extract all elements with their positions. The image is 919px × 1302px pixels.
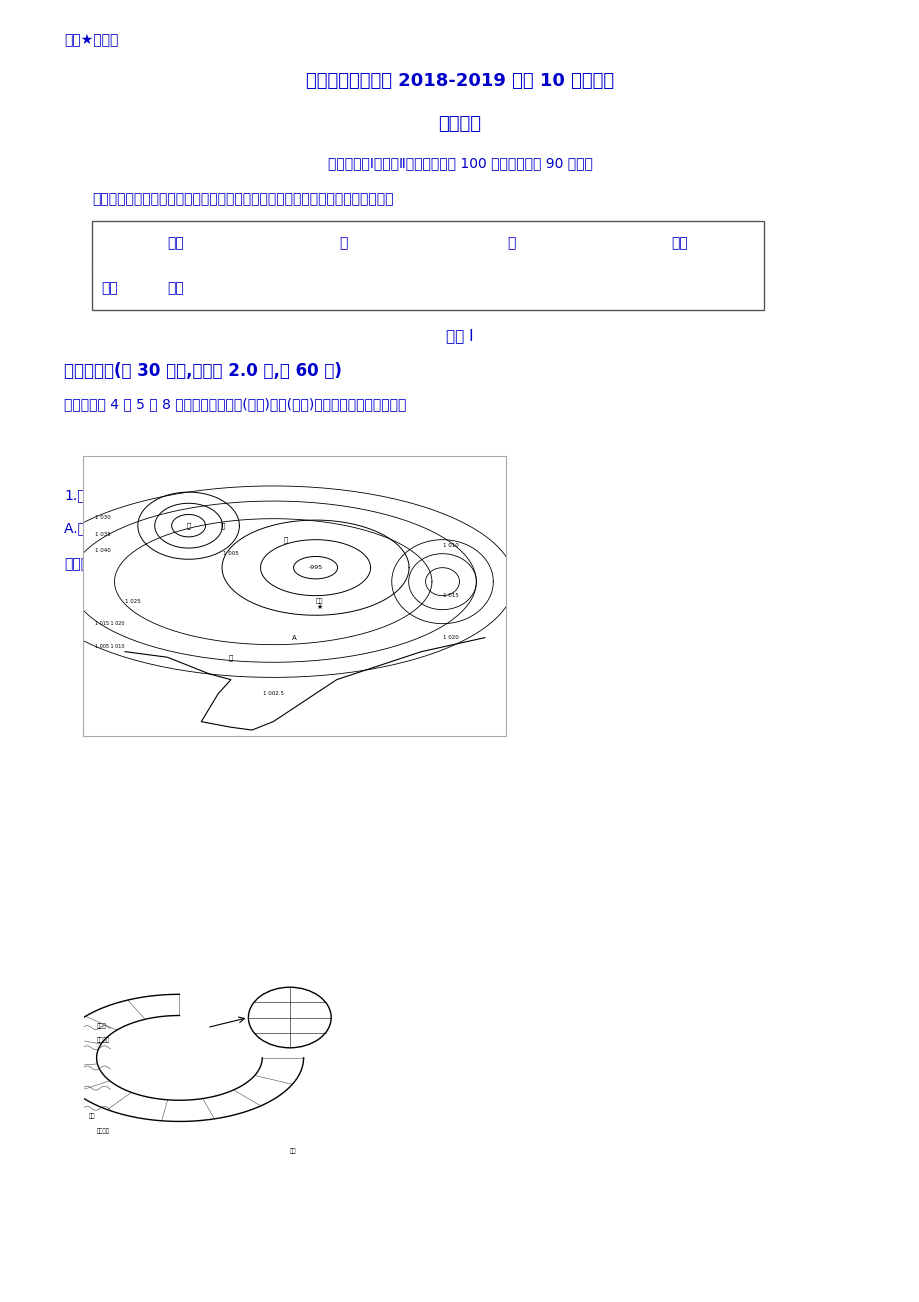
Text: 1 005 1 010: 1 005 1 010 (96, 643, 125, 648)
Text: 内: 内 (187, 522, 190, 529)
Text: 二: 二 (507, 237, 516, 250)
Text: 高一地理: 高一地理 (438, 115, 481, 133)
Text: 1.此时，北京的风向为（　　）: 1.此时，北京的风向为（ ） (64, 488, 187, 503)
Text: A: A (291, 634, 297, 641)
Text: 1 020: 1 020 (442, 635, 458, 641)
Text: 1 005: 1 005 (222, 551, 239, 556)
Text: 下面为某年 4 月 5 日 8 时世界海平面气压(百底)分布(局部)图，读图回答以下三题。: 下面为某年 4 月 5 日 8 时世界海平面气压(百底)分布(局部)图，读图回答… (64, 397, 406, 411)
Text: 1 030: 1 030 (96, 514, 111, 519)
Text: 日光: 日光 (88, 1113, 95, 1120)
Text: 一: 一 (339, 237, 347, 250)
Text: 北京: 北京 (316, 599, 323, 604)
Text: A.　偏北风 B.　偏南风 C.　偏西风 D.　偏东风: A. 偏北风 B. 偏南风 C. 偏西风 D. 偏东风 (64, 521, 268, 535)
Text: 总分: 总分 (671, 237, 687, 250)
Text: 太阳电池: 太阳电池 (96, 1038, 109, 1043)
Text: 太阳电池: 太阳电池 (96, 1128, 109, 1134)
Text: 微波束: 微波束 (96, 1023, 107, 1029)
Text: 1 040: 1 040 (96, 548, 111, 553)
Text: -995: -995 (308, 565, 323, 570)
Text: 文山州文山县民中 2018-2019 学年 10 月份考试: 文山州文山县民中 2018-2019 学年 10 月份考试 (306, 72, 613, 90)
Text: 题号: 题号 (167, 237, 184, 250)
Text: 读下图，完成以下两题。: 读下图，完成以下两题。 (64, 557, 156, 572)
Text: 1 035: 1 035 (96, 531, 111, 536)
Text: 1 002.5: 1 002.5 (263, 691, 283, 697)
Text: 1 025: 1 025 (125, 599, 141, 604)
Text: 分卷 I: 分卷 I (446, 328, 473, 344)
Text: 学校：　　　　　　姓名：　　　　　　班级：　　　　　　考号：: 学校： 姓名： 班级： 考号： (92, 193, 393, 207)
Text: 轨道: 轨道 (289, 1148, 296, 1154)
Text: 本试卷分第Ⅰ卷和第Ⅱ卷两部分，共 100 分，考试时间 90 分钟。: 本试卷分第Ⅰ卷和第Ⅱ卷两部分，共 100 分，考试时间 90 分钟。 (327, 156, 592, 171)
Circle shape (248, 987, 331, 1048)
Text: 1 015: 1 015 (442, 594, 458, 598)
Text: 戊: 戊 (220, 522, 224, 529)
Text: 绝密★启用前: 绝密★启用前 (64, 33, 119, 47)
Text: ★: ★ (316, 604, 323, 609)
Text: 得分: 得分 (101, 281, 118, 294)
Text: 丁: 丁 (229, 654, 233, 660)
Text: 甲: 甲 (283, 536, 288, 543)
Text: 一、单选题(共 30 小题,每小题 2.0 分,共 60 分): 一、单选题(共 30 小题,每小题 2.0 分,共 60 分) (64, 362, 342, 380)
Text: 得分: 得分 (167, 281, 184, 294)
FancyBboxPatch shape (92, 221, 763, 310)
Text: 1 015 1 020: 1 015 1 020 (96, 621, 125, 626)
Text: 1 010: 1 010 (442, 543, 458, 548)
